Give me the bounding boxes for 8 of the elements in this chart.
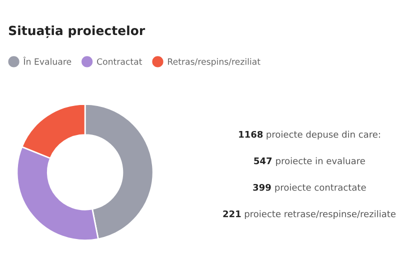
chart-title: Situația proiectelor bbox=[8, 26, 146, 38]
legend-label: Contractat bbox=[97, 58, 142, 65]
text: 1168 proiecte depuse din care: bbox=[239, 130, 380, 140]
legend-label: Retras/respins/reziliat bbox=[168, 58, 260, 66]
text: 221 proiecte retrase/respinse/reziliate bbox=[223, 210, 396, 220]
text: 547 proiecte in evaluare bbox=[254, 157, 365, 166]
text: 399 proiecte contractate bbox=[253, 184, 366, 193]
legend-label: În Evaluare bbox=[23, 56, 72, 65]
